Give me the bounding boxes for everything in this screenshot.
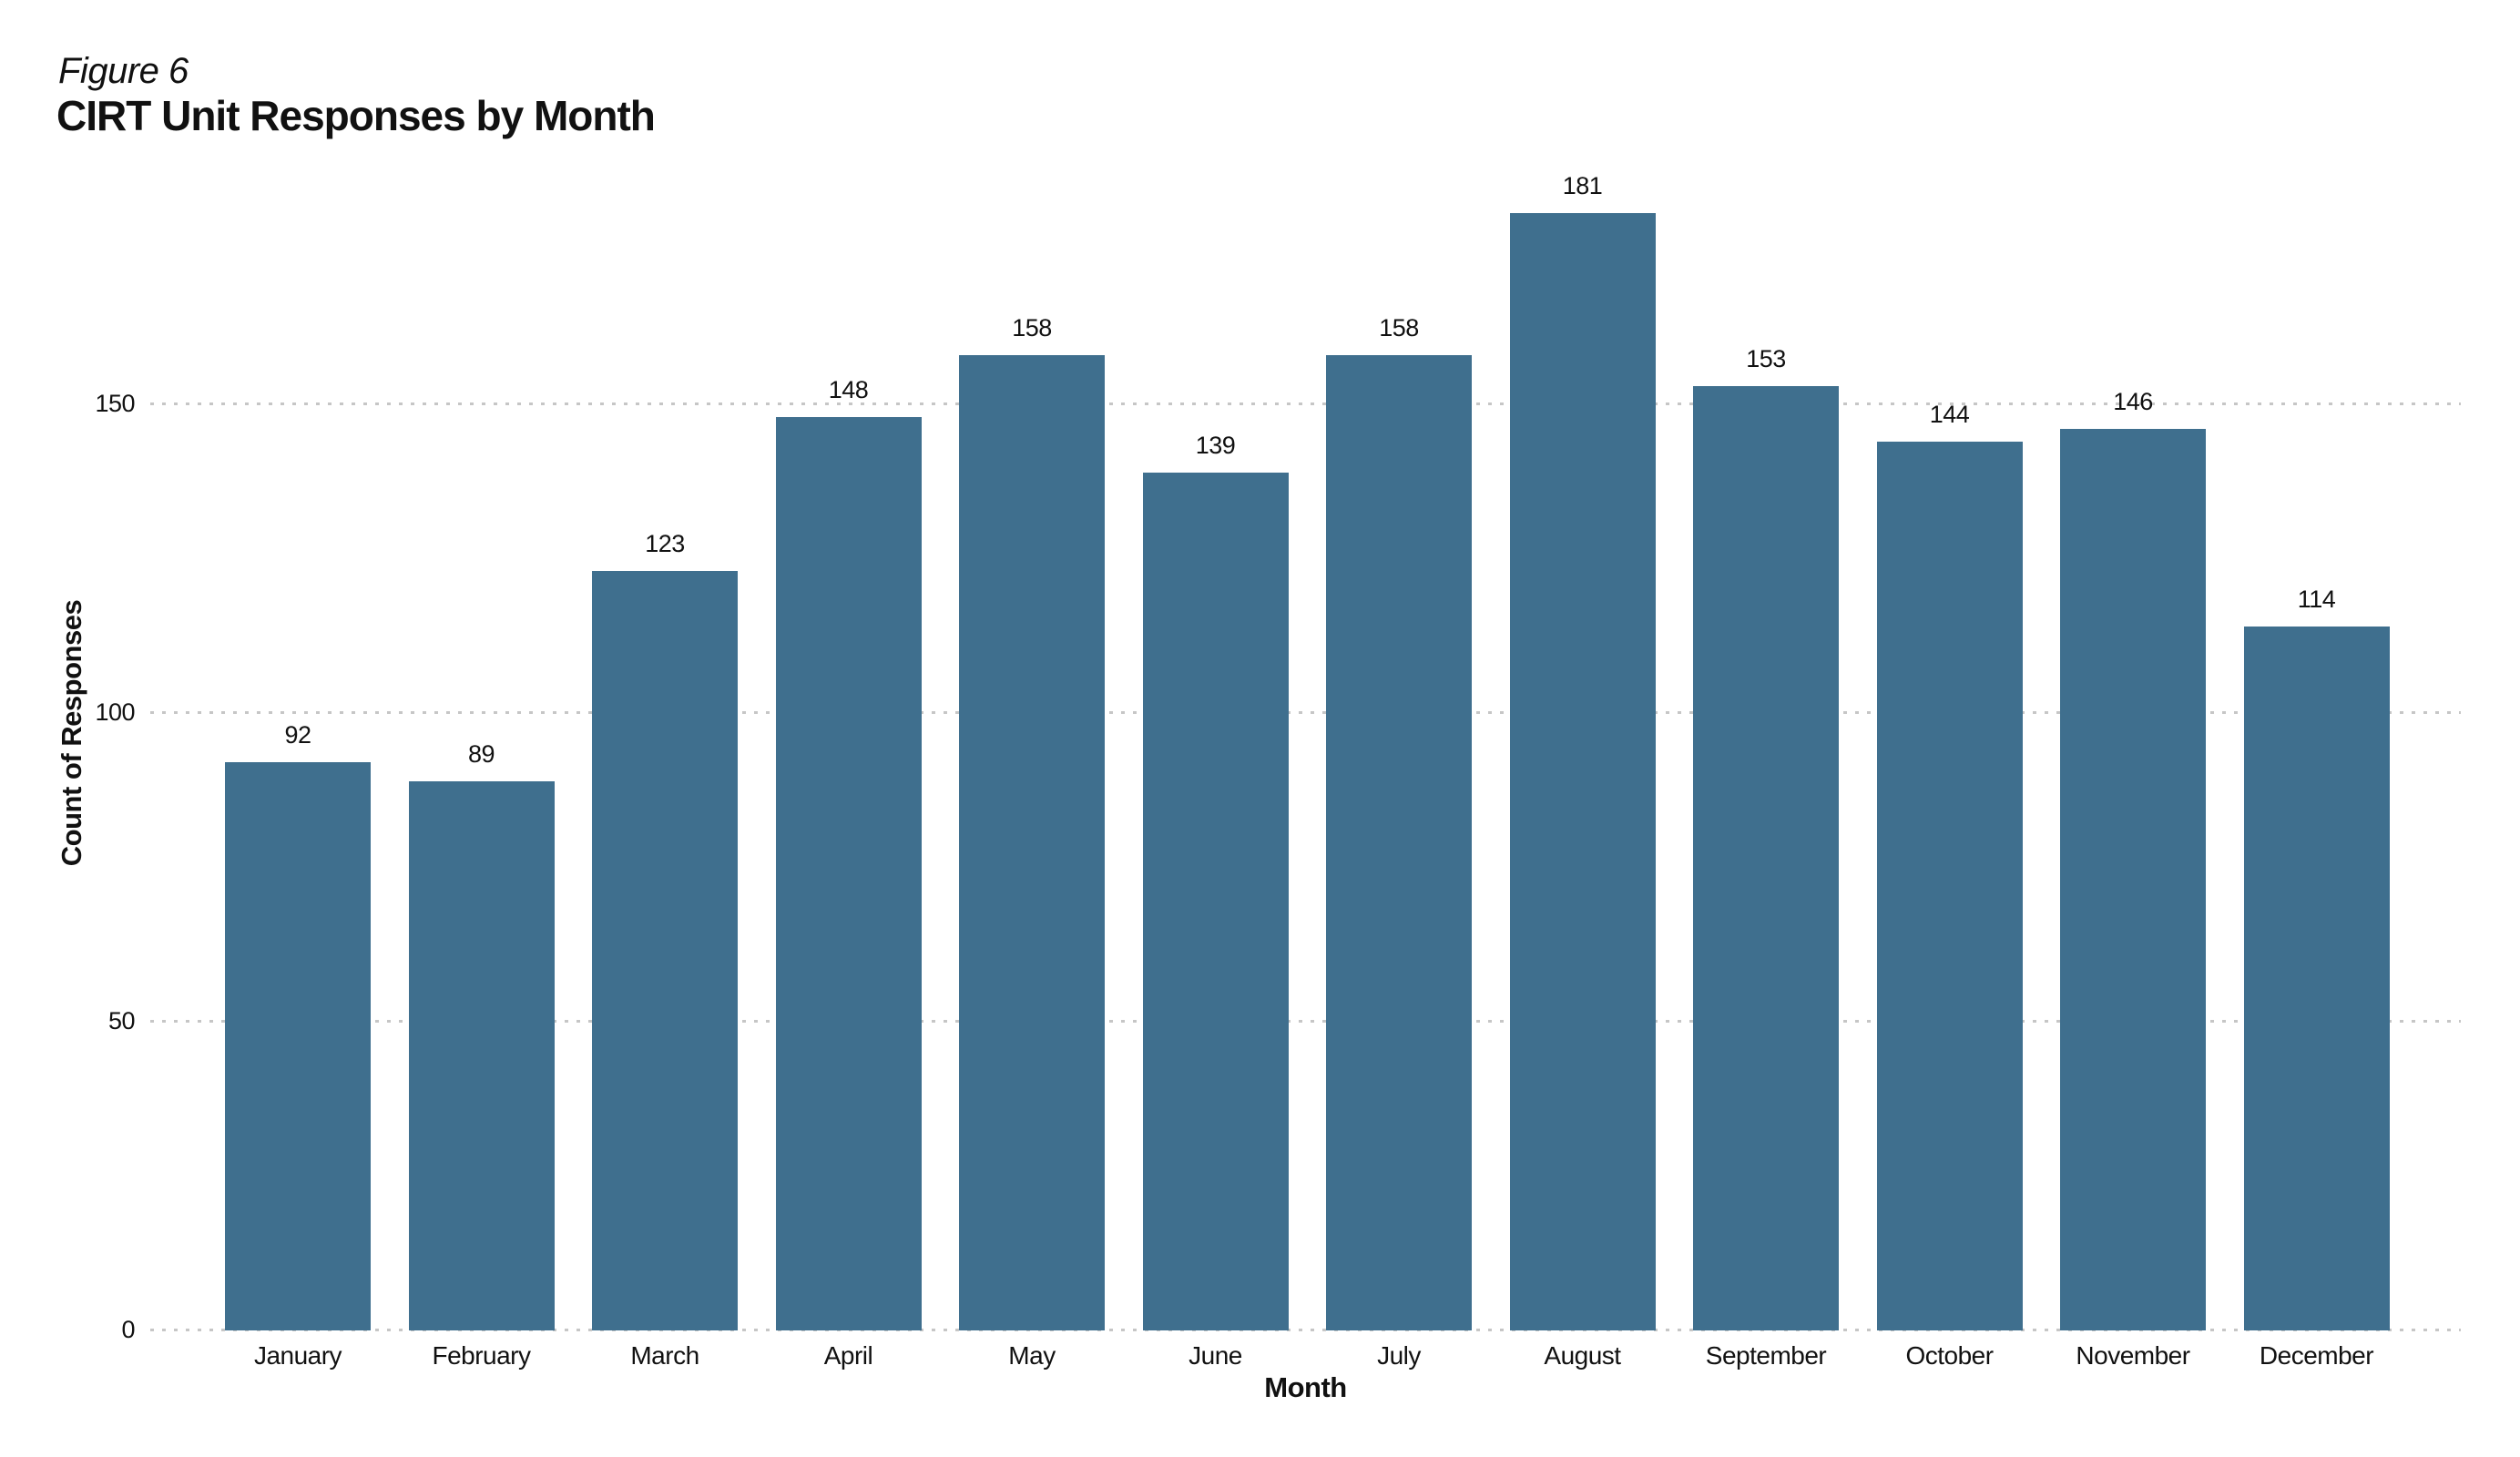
bar-march — [592, 571, 738, 1330]
bar-group-september: 153 — [1674, 137, 1858, 1330]
bar-january — [225, 762, 371, 1330]
bar-february — [408, 780, 555, 1330]
bar-group-march: 123 — [573, 137, 757, 1330]
y-tick-label-100: 100 — [95, 698, 135, 726]
x-tick-label-april: April — [823, 1341, 873, 1370]
bar-value-label-january: 92 — [284, 721, 311, 749]
bar-group-january: 92 — [206, 137, 390, 1330]
x-tick-label-february: February — [432, 1341, 531, 1370]
bar-value-label-april: 148 — [828, 375, 869, 403]
bar-november — [2060, 429, 2206, 1330]
bar-group-june: 139 — [1124, 137, 1308, 1330]
gridline-0 — [150, 1329, 2461, 1331]
y-tick-label-0: 0 — [121, 1316, 135, 1343]
gridline-50 — [150, 1020, 2461, 1023]
y-axis-title: Count of Responses — [56, 599, 87, 867]
x-tick-label-september: September — [1705, 1341, 1827, 1370]
gridline-100 — [150, 711, 2461, 714]
x-tick-label-june: June — [1189, 1341, 1242, 1370]
x-tick-label-january: January — [253, 1341, 342, 1370]
bar-value-label-march: 123 — [645, 530, 685, 558]
bar-group-november: 146 — [2041, 137, 2225, 1330]
bar-value-label-february: 89 — [467, 739, 495, 768]
bar-group-july: 158 — [1307, 137, 1491, 1330]
x-tick-label-may: May — [1008, 1341, 1056, 1370]
x-tick-label-october: October — [1905, 1341, 1994, 1370]
bar-group-august: 181 — [1491, 137, 1675, 1330]
x-axis-title: Month — [1264, 1371, 1347, 1403]
bar-october — [1876, 441, 2023, 1330]
bar-group-december: 114 — [2225, 137, 2409, 1330]
bar-may — [959, 354, 1105, 1330]
bar-value-label-may: 158 — [1012, 313, 1052, 341]
figure-label: Figure 6 — [58, 51, 189, 91]
x-tick-label-november: November — [2076, 1341, 2190, 1370]
x-tick-label-august: August — [1544, 1341, 1621, 1370]
bar-value-label-july: 158 — [1379, 313, 1419, 341]
plot-area: 0 50 100 150 92 January 89 February 123 March 148 A… — [95, 137, 2461, 1370]
x-tick-label-december: December — [2259, 1341, 2374, 1370]
bar-value-label-august: 181 — [1562, 171, 1603, 199]
bar-value-label-november: 146 — [2113, 388, 2153, 416]
bar-value-label-june: 139 — [1195, 431, 1236, 459]
bar-group-april: 148 — [757, 137, 941, 1330]
y-tick-label-150: 150 — [95, 390, 135, 417]
y-tick-label-50: 50 — [107, 1007, 136, 1034]
bar-august — [1509, 212, 1656, 1330]
x-tick-label-march: March — [630, 1341, 699, 1370]
bar-july — [1326, 354, 1472, 1330]
bar-april — [775, 416, 922, 1330]
bar-september — [1693, 385, 1839, 1330]
bar-group-may: 158 — [940, 137, 1124, 1330]
bar-value-label-december: 114 — [2297, 586, 2336, 614]
bar-value-label-october: 144 — [1929, 400, 1970, 428]
x-tick-label-july: July — [1377, 1341, 1421, 1370]
bar-december — [2243, 627, 2390, 1330]
bar-value-label-september: 153 — [1746, 344, 1786, 372]
chart-title: CIRT Unit Responses by Month — [56, 92, 656, 139]
gridline-150 — [150, 402, 2461, 405]
bar-group-february: 89 — [390, 137, 574, 1330]
bar-group-october: 144 — [1858, 137, 2042, 1330]
bar-june — [1142, 472, 1289, 1330]
